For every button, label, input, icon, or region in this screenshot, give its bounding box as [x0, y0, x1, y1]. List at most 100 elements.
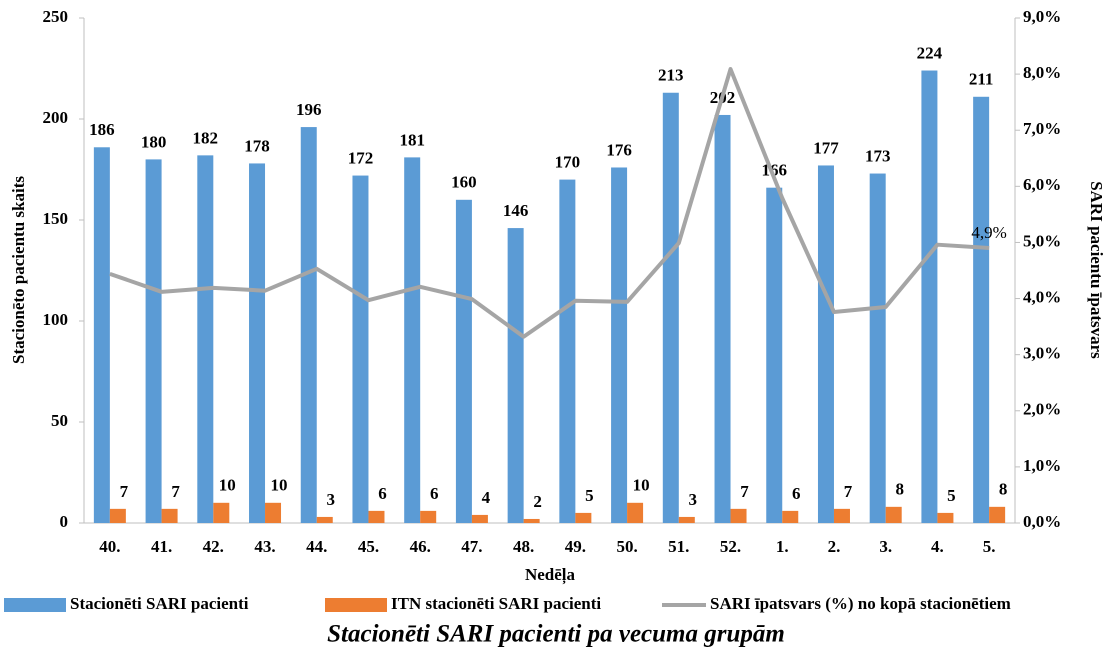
bar	[420, 510, 437, 523]
data-label: 10	[271, 476, 288, 495]
bar	[249, 163, 266, 523]
y2-tick-label: 8,0%	[1023, 63, 1061, 82]
data-label: 6	[792, 484, 801, 503]
x-tick-label: 45.	[358, 537, 379, 556]
bar	[507, 228, 524, 523]
data-label: 5	[947, 486, 956, 505]
bar	[989, 506, 1006, 523]
y-axis-title: Stacionēto pacientu skaits	[9, 176, 28, 364]
bar	[93, 147, 110, 523]
data-label: 6	[378, 484, 387, 503]
data-label: 4	[482, 488, 491, 507]
y-tick-label: 150	[43, 209, 69, 228]
y2-axis-title: SARI pacientu īpatsvars	[1087, 181, 1106, 359]
bar	[817, 165, 834, 523]
y2-tick-label: 9,0%	[1023, 7, 1061, 26]
line	[109, 67, 990, 339]
y-tick-label: 100	[43, 310, 69, 329]
x-tick-label: 46.	[410, 537, 431, 556]
data-label: 181	[399, 130, 425, 149]
bar	[782, 510, 799, 523]
legend-swatch	[4, 598, 66, 612]
data-label: 7	[740, 482, 749, 501]
y-tick-label: 50	[51, 411, 68, 430]
legend-label: SARI īpatsvars (%) no kopā stacionētiem	[710, 594, 1011, 613]
bar	[404, 157, 421, 523]
y2-tick-label: 3,0%	[1023, 344, 1061, 363]
bar	[766, 187, 783, 523]
y-tick-label: 200	[43, 108, 69, 127]
bar	[973, 96, 990, 523]
x-axis-title: Nedēļa	[525, 565, 576, 585]
bar	[471, 514, 488, 523]
y-tick-label: 0	[60, 512, 69, 531]
x-tick-label: 3.	[879, 537, 892, 556]
bar	[575, 512, 592, 523]
data-label: 4,9%	[971, 223, 1006, 242]
data-label: 196	[296, 100, 322, 119]
data-label: 160	[451, 173, 477, 192]
x-tick-label: 5.	[983, 537, 996, 556]
data-label: 177	[813, 138, 839, 157]
data-label: 170	[555, 153, 581, 172]
bar	[523, 518, 540, 523]
x-tick-label: 52.	[720, 537, 741, 556]
y-tick-label: 250	[43, 7, 69, 26]
bar	[627, 502, 644, 523]
bar	[714, 114, 731, 524]
data-label: 3	[327, 490, 336, 509]
data-label: 10	[633, 476, 650, 495]
data-label: 8	[999, 480, 1008, 499]
bar	[368, 510, 385, 523]
bar	[213, 502, 230, 523]
y2-tick-label: 1,0%	[1023, 456, 1061, 475]
bar	[730, 508, 747, 523]
data-label: 180	[141, 132, 167, 151]
x-tick-label: 48.	[513, 537, 534, 556]
data-label: 5	[585, 486, 594, 505]
bar	[921, 70, 938, 524]
bar	[109, 508, 126, 523]
legend-label: Stacionēti SARI pacienti	[70, 594, 249, 613]
y2-tick-label: 2,0%	[1023, 400, 1061, 419]
y2-tick-label: 5,0%	[1023, 231, 1061, 250]
y2-tick-label: 7,0%	[1023, 119, 1061, 138]
data-label: 7	[171, 482, 180, 501]
x-tick-label: 1.	[776, 537, 789, 556]
data-label: 211	[969, 70, 994, 89]
data-label: 146	[503, 201, 529, 220]
x-tick-label: 49.	[565, 537, 586, 556]
data-label: 213	[658, 66, 684, 85]
bar	[559, 179, 576, 523]
bar	[265, 502, 282, 523]
x-tick-label: 42.	[203, 537, 224, 556]
x-tick-label: 2.	[828, 537, 841, 556]
x-tick-label: 43.	[254, 537, 275, 556]
x-tick-label: 41.	[151, 537, 172, 556]
y2-tick-label: 6,0%	[1023, 175, 1061, 194]
data-label: 178	[244, 136, 270, 155]
data-label: 8	[895, 480, 904, 499]
y2-tick-label: 4,0%	[1023, 287, 1061, 306]
data-label: 172	[348, 148, 374, 167]
bar	[145, 159, 162, 523]
data-label: 10	[219, 476, 236, 495]
data-label: 224	[917, 43, 943, 62]
x-tick-label: 40.	[99, 537, 120, 556]
bar	[885, 506, 902, 523]
bar	[611, 167, 628, 524]
bar	[352, 175, 369, 523]
bar	[833, 508, 850, 523]
bar	[316, 516, 333, 523]
data-label: 2	[533, 492, 542, 511]
x-tick-label: 4.	[931, 537, 944, 556]
legend-swatch	[325, 598, 387, 612]
bar	[869, 173, 886, 524]
data-label: 7	[120, 482, 129, 501]
data-label: 3	[689, 490, 698, 509]
x-tick-label: 47.	[461, 537, 482, 556]
bar	[300, 127, 317, 523]
legend-label: ITN stacionēti SARI pacienti	[391, 594, 601, 613]
bar	[161, 508, 178, 523]
